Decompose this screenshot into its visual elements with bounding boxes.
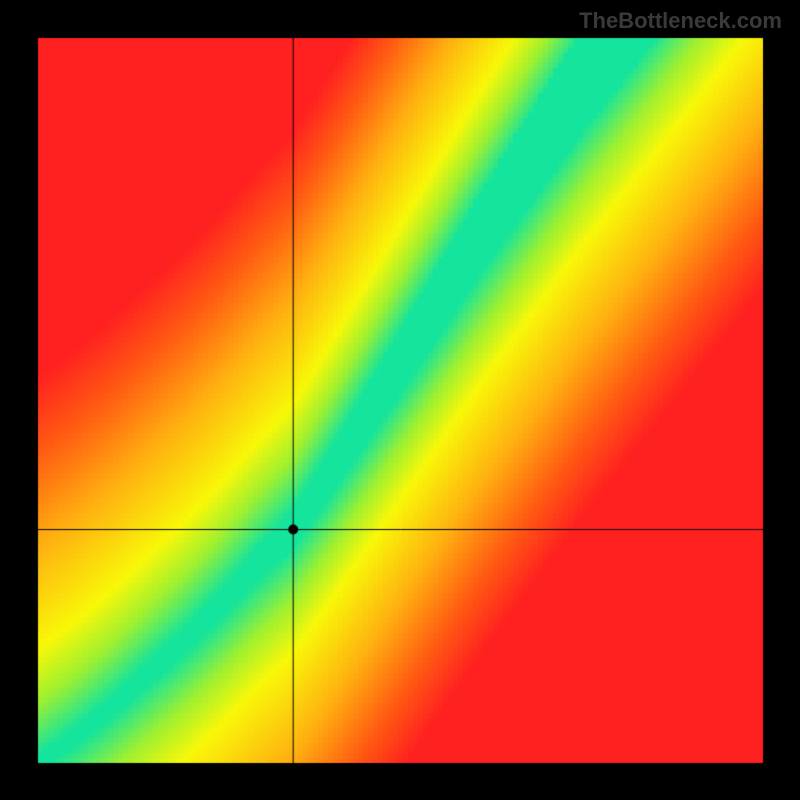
- watermark-text: TheBottleneck.com: [579, 8, 782, 34]
- bottleneck-heatmap: [0, 0, 800, 800]
- chart-container: TheBottleneck.com: [0, 0, 800, 800]
